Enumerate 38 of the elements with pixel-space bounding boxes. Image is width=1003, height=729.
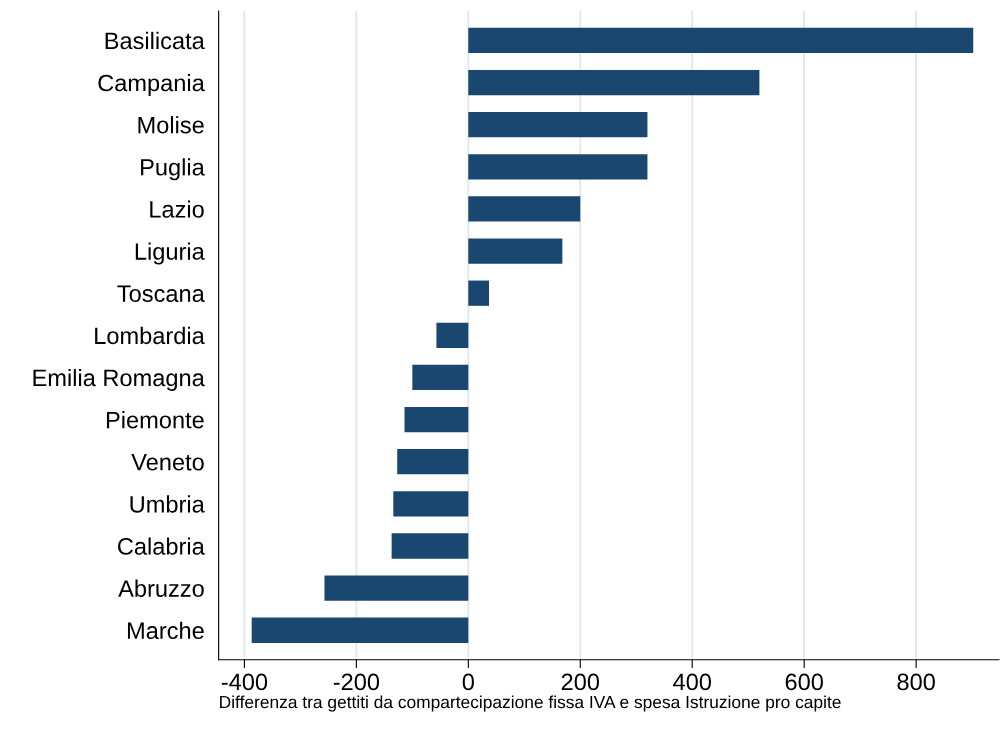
x-tick-label: 800 bbox=[897, 673, 935, 691]
x-tick-label: -200 bbox=[333, 673, 380, 691]
bar bbox=[324, 575, 469, 601]
bar bbox=[397, 449, 469, 475]
y-tick-label: Basilicata bbox=[105, 31, 205, 50]
y-tick-label: Lazio bbox=[150, 200, 204, 218]
bar bbox=[468, 238, 563, 264]
y-tick-label: Emilia Romagna bbox=[33, 368, 205, 391]
y-tick-label: Molise bbox=[138, 116, 204, 134]
y-tick-label: Veneto bbox=[131, 454, 204, 471]
bar bbox=[468, 112, 648, 138]
bar bbox=[436, 322, 469, 348]
y-tick-label: Abruzzo bbox=[118, 579, 204, 597]
bar bbox=[391, 533, 469, 559]
bar bbox=[393, 491, 469, 517]
bar bbox=[468, 196, 581, 222]
y-tick-label: Calabria bbox=[118, 537, 205, 555]
x-tick-label: 600 bbox=[785, 673, 823, 691]
x-tick-label: -400 bbox=[221, 673, 268, 691]
x-tick-label: 0 bbox=[462, 673, 474, 691]
x-axis-title: Differenza tra gettiti da compartecipazione fissa IVA e spesa Istruzione pro capite bbox=[220, 695, 841, 712]
bar bbox=[468, 69, 760, 96]
y-tick-label: Piemonte bbox=[106, 411, 204, 429]
x-tick-label: 200 bbox=[561, 673, 600, 691]
bar bbox=[251, 617, 469, 643]
y-tick-label: Puglia bbox=[141, 158, 205, 181]
y-tick-label: Lombardia bbox=[95, 326, 205, 345]
y-tick-label: Liguria bbox=[135, 242, 205, 265]
y-tick-label: Toscana bbox=[117, 285, 205, 302]
y-tick-label: Campania bbox=[98, 74, 205, 97]
y-tick-label: Marche bbox=[127, 621, 204, 640]
x-tick-label: 400 bbox=[673, 673, 711, 691]
bar bbox=[412, 364, 469, 391]
bar bbox=[404, 406, 469, 433]
bar bbox=[468, 280, 490, 306]
y-tick-label: Umbria bbox=[130, 495, 205, 513]
bar bbox=[468, 154, 648, 180]
bar bbox=[468, 27, 974, 54]
